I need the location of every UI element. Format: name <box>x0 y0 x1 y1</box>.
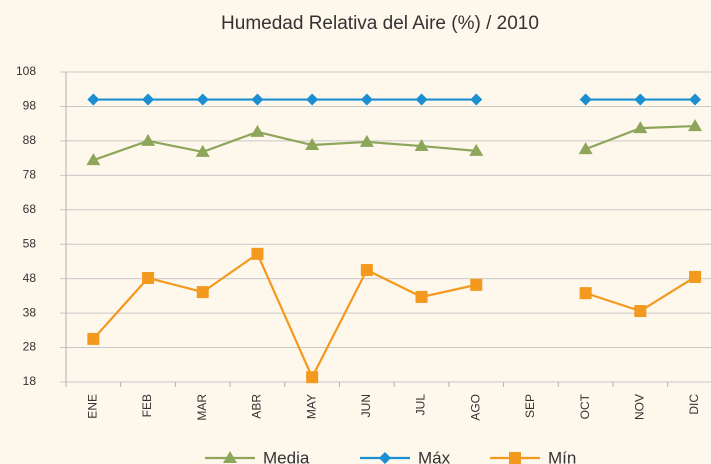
point <box>360 264 373 277</box>
point <box>305 138 320 151</box>
point <box>306 371 319 384</box>
point <box>196 286 209 299</box>
point <box>306 93 319 106</box>
point <box>414 139 429 152</box>
point <box>251 93 264 106</box>
point <box>359 134 374 147</box>
y-tick-label: 68 <box>23 202 37 216</box>
y-tick-label: 28 <box>23 340 37 354</box>
point <box>87 93 100 106</box>
point <box>86 153 101 166</box>
legend-marker <box>379 452 391 464</box>
point <box>195 144 210 157</box>
x-tick-label: FEB <box>140 394 154 417</box>
point <box>689 270 702 283</box>
point <box>415 290 428 303</box>
y-tick-label: 18 <box>23 374 37 388</box>
legend-label: Máx <box>418 448 451 464</box>
series-line <box>92 252 696 380</box>
x-tick-label: ABR <box>250 394 264 419</box>
point <box>251 247 264 260</box>
legend-marker <box>223 451 237 463</box>
point <box>634 93 647 106</box>
x-tick-label: DIC <box>687 394 701 415</box>
legend-label: Mín <box>548 448 576 464</box>
y-tick-label: 88 <box>23 133 37 147</box>
x-tick-label: NOV <box>633 394 647 420</box>
point <box>579 93 592 106</box>
chart-title: Humedad Relativa del Aire (%) / 2010 <box>221 13 539 34</box>
point <box>579 287 592 300</box>
x-tick-label: AGO <box>468 394 482 421</box>
point <box>470 93 483 106</box>
x-tick-label: JUN <box>359 394 373 417</box>
point <box>578 142 593 155</box>
x-tick-label: OCT <box>578 393 592 419</box>
x-tick-label: SEP <box>523 394 537 418</box>
x-tick-label: ENE <box>86 394 100 419</box>
point <box>142 93 155 106</box>
y-tick-label: 108 <box>16 64 36 78</box>
point <box>87 332 100 345</box>
point <box>634 305 647 318</box>
point <box>470 278 483 291</box>
point <box>142 271 155 284</box>
y-tick-label: 38 <box>23 305 37 319</box>
point <box>688 119 703 132</box>
legend-marker <box>509 452 521 464</box>
point <box>360 93 373 106</box>
x-tick-label: JUL <box>414 394 428 416</box>
point <box>250 124 265 137</box>
y-tick-label: 98 <box>23 99 37 113</box>
point <box>633 121 648 134</box>
legend-label: Media <box>263 448 310 464</box>
y-tick-label: 58 <box>23 236 37 250</box>
point <box>141 133 156 146</box>
point <box>196 93 209 106</box>
y-tick-label: 78 <box>23 168 37 182</box>
x-tick-label: MAY <box>304 394 318 419</box>
x-tick-label: MAR <box>195 394 209 421</box>
point <box>415 93 428 106</box>
y-tick-label: 48 <box>23 271 37 285</box>
point <box>689 93 702 106</box>
series-line <box>92 124 696 162</box>
point <box>469 143 484 156</box>
